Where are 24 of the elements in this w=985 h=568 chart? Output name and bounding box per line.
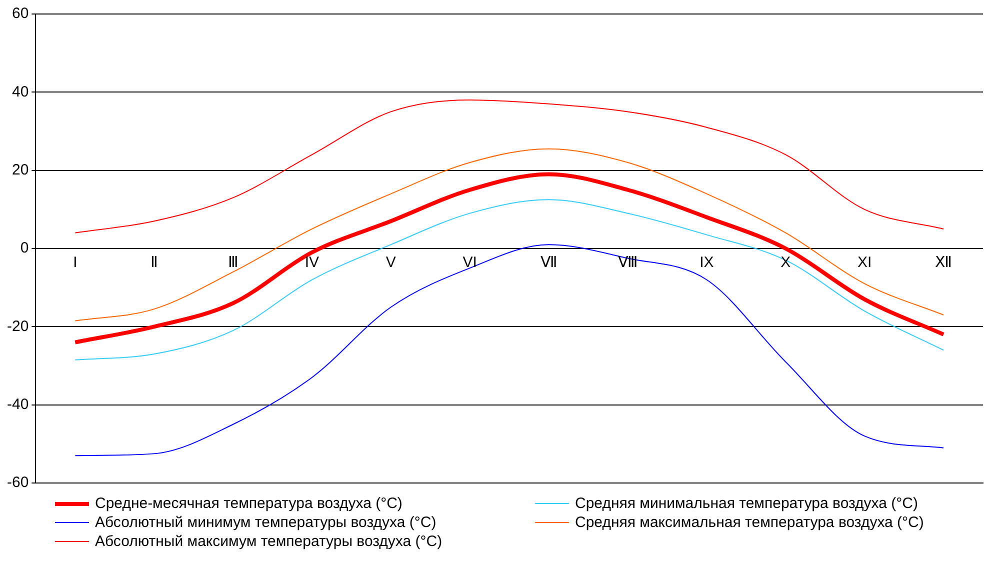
- y-tick-label: 60: [12, 5, 29, 22]
- x-tick-label: IX: [700, 254, 714, 272]
- legend-label: Абсолютный максимум температуры воздуха (°C): [95, 533, 442, 550]
- y-tick-label: 20: [12, 161, 29, 178]
- line-series: [74, 99, 944, 234]
- y-tick-label: -60: [6, 474, 29, 492]
- y-tick-label: 40: [12, 83, 29, 100]
- y-tick-label: -40: [6, 396, 29, 413]
- legend-label: Средняя минимальная температура воздуха (°C): [575, 495, 918, 512]
- x-tick-label: Ⅱ: [150, 254, 158, 272]
- legend-label: Средняя максимальная температура воздуха (°C): [575, 514, 924, 531]
- x-tick-label: Ⅲ: [228, 254, 238, 272]
- x-tick-label: Ⅷ: [618, 254, 638, 272]
- x-tick-label: VI: [462, 254, 477, 272]
- x-tick-label: XI: [857, 254, 872, 272]
- y-tick-label: 0: [20, 240, 29, 257]
- x-tick-label: IV: [304, 254, 320, 272]
- y-tick-label: -20: [6, 318, 29, 335]
- x-tick-label: I: [73, 254, 78, 272]
- x-tick-label: V: [386, 254, 396, 272]
- legend-label: Средне-месячная температура воздуха (°C): [95, 495, 402, 512]
- legend-label: Абсолютный минимум температуры воздуха (°C): [95, 514, 436, 531]
- x-tick-label: Ⅶ: [540, 254, 558, 272]
- x-tick-label: Ⅻ: [935, 254, 952, 272]
